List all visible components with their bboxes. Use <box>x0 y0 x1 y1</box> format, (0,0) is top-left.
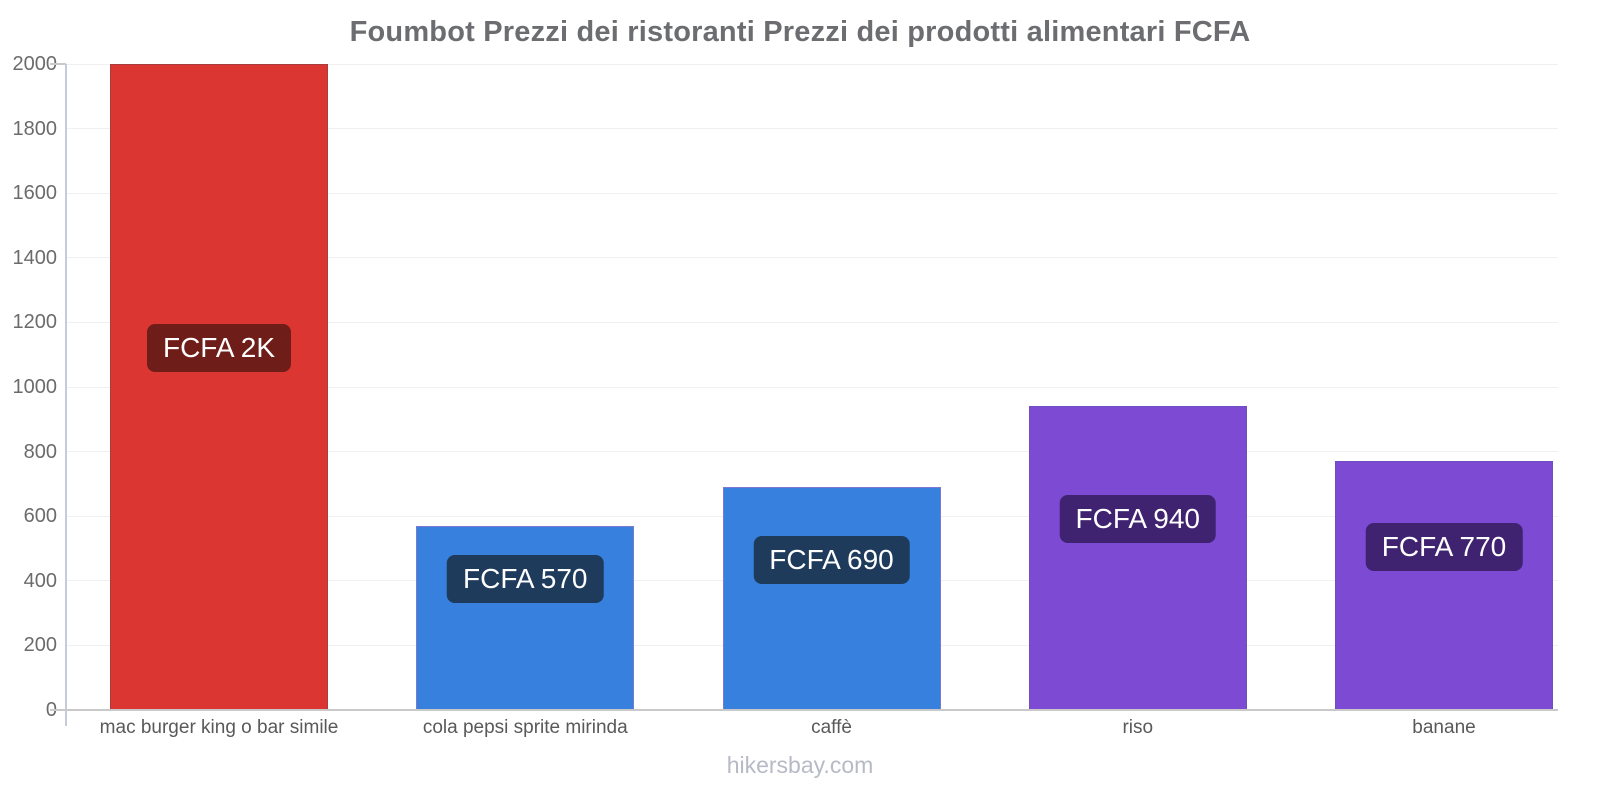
x-category-label: caffè <box>811 717 852 738</box>
bar: FCFA 570 <box>416 525 635 710</box>
gridline <box>66 192 1558 194</box>
bar-value-label: FCFA 770 <box>1365 522 1523 571</box>
x-axis-baseline <box>65 709 1558 711</box>
bar-value-label: FCFA 570 <box>446 554 604 603</box>
y-tick-label: 1800 <box>12 117 58 140</box>
bar: FCFA 940 <box>1028 406 1247 710</box>
gridline <box>66 451 1558 453</box>
bar-value-label: FCFA 2K <box>146 324 292 372</box>
y-tick-label: 1400 <box>12 246 58 269</box>
y-tick-label: 1000 <box>12 376 58 398</box>
bar: FCFA 690 <box>722 487 941 710</box>
y-tick-label: 800 <box>23 440 57 463</box>
y-axis-line <box>65 64 67 726</box>
gridline <box>66 128 1558 130</box>
bar-value-label: FCFA 690 <box>753 535 910 584</box>
x-category-label: cola pepsi sprite mirinda <box>422 717 628 738</box>
bar: FCFA 770 <box>1335 461 1553 710</box>
gridline <box>66 386 1558 388</box>
chart-title: Foumbot Prezzi dei ristoranti Prezzi dei… <box>349 16 1251 48</box>
bar: FCFA 2K <box>110 64 328 710</box>
y-tick-label: 200 <box>23 634 57 657</box>
y-axis-tick <box>50 63 66 65</box>
gridline <box>66 257 1558 259</box>
watermark-text: hikersbay.com <box>726 752 874 778</box>
y-tick-label: 1200 <box>12 311 58 334</box>
y-tick-label: 1600 <box>12 182 58 205</box>
x-category-label: riso <box>1122 717 1154 738</box>
y-tick-label: 400 <box>23 569 57 592</box>
gridline <box>66 63 1558 65</box>
x-category-label: banane <box>1412 717 1476 738</box>
y-tick-label: 2000 <box>12 53 58 75</box>
x-category-label: mac burger king o bar simile <box>99 717 339 738</box>
y-axis-tick <box>50 709 66 711</box>
y-tick-label: 600 <box>23 505 57 528</box>
y-tick-label: 0 <box>0 698 57 722</box>
bar-value-label: FCFA 940 <box>1059 495 1217 544</box>
gridline <box>66 321 1558 323</box>
